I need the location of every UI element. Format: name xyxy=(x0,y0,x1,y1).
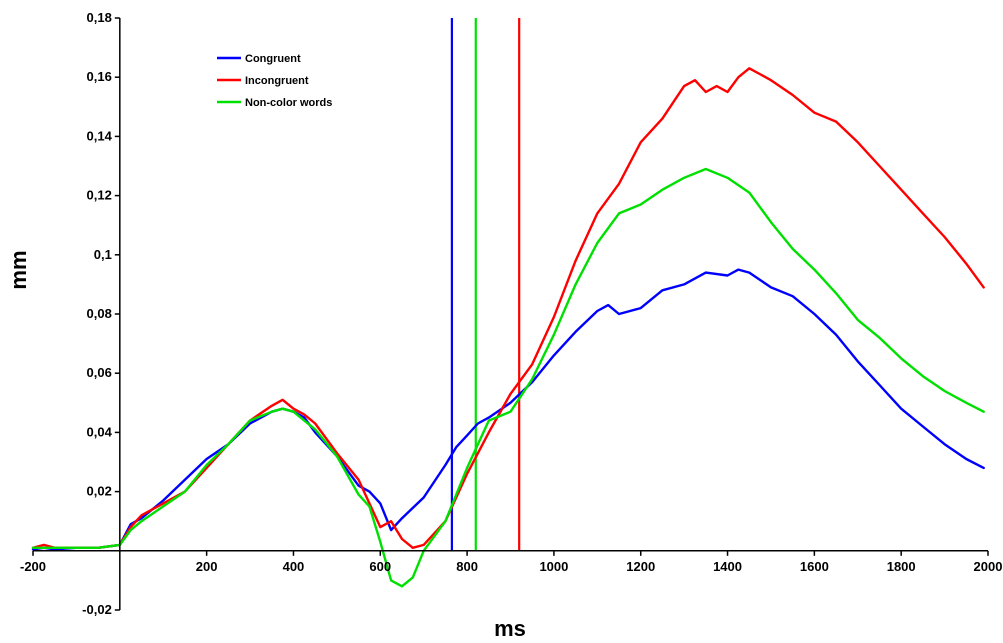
y-tick-label: 0,08 xyxy=(87,306,112,321)
x-tick-label: -200 xyxy=(20,559,46,574)
y-tick-label: -0,02 xyxy=(82,602,112,617)
x-tick-label: 1200 xyxy=(626,559,655,574)
x-tick-label: 600 xyxy=(369,559,391,574)
series-line-congruent xyxy=(31,268,985,551)
x-tick-label: 200 xyxy=(196,559,218,574)
y-tick-label: 0,18 xyxy=(87,10,112,25)
series-line-non-color-words xyxy=(31,167,985,588)
y-axis-ticks: -0,02 0,02 0,04 0,06 0,08 0,1 0,12 0,14 0,16 0,18 xyxy=(82,10,120,617)
y-axis-title: mm xyxy=(6,250,31,289)
legend-label: Non-color words xyxy=(245,97,332,109)
x-tick-label: 1400 xyxy=(713,559,742,574)
legend: Congruent Incongruent Non-color words xyxy=(209,44,384,122)
x-tick-label: 1000 xyxy=(539,559,568,574)
x-tick-label: 1800 xyxy=(887,559,916,574)
legend-label: Congruent xyxy=(245,53,301,65)
x-tick-label: 800 xyxy=(456,559,478,574)
x-tick-label: 2000 xyxy=(974,559,1003,574)
y-tick-label: 0,06 xyxy=(87,365,112,380)
series-lines xyxy=(31,67,985,588)
x-axis-ticks: -200 200 400 600 800 1000 1200 1400 1600 1800 2000 xyxy=(20,550,1003,574)
y-tick-label: 0,04 xyxy=(87,424,113,439)
y-tick-label: 0,1 xyxy=(94,247,112,262)
series-line-incongruent xyxy=(31,67,985,549)
legend-label: Incongruent xyxy=(245,75,309,87)
axes xyxy=(33,18,988,610)
y-tick-label: 0,14 xyxy=(87,128,113,143)
x-tick-label: 1600 xyxy=(800,559,829,574)
vertical-markers xyxy=(450,18,521,551)
y-tick-label: 0,12 xyxy=(87,188,112,203)
x-tick-label: 400 xyxy=(283,559,305,574)
y-tick-label: 0,16 xyxy=(87,69,112,84)
x-axis-title: ms xyxy=(494,616,526,641)
y-tick-label: 0,02 xyxy=(87,484,112,499)
